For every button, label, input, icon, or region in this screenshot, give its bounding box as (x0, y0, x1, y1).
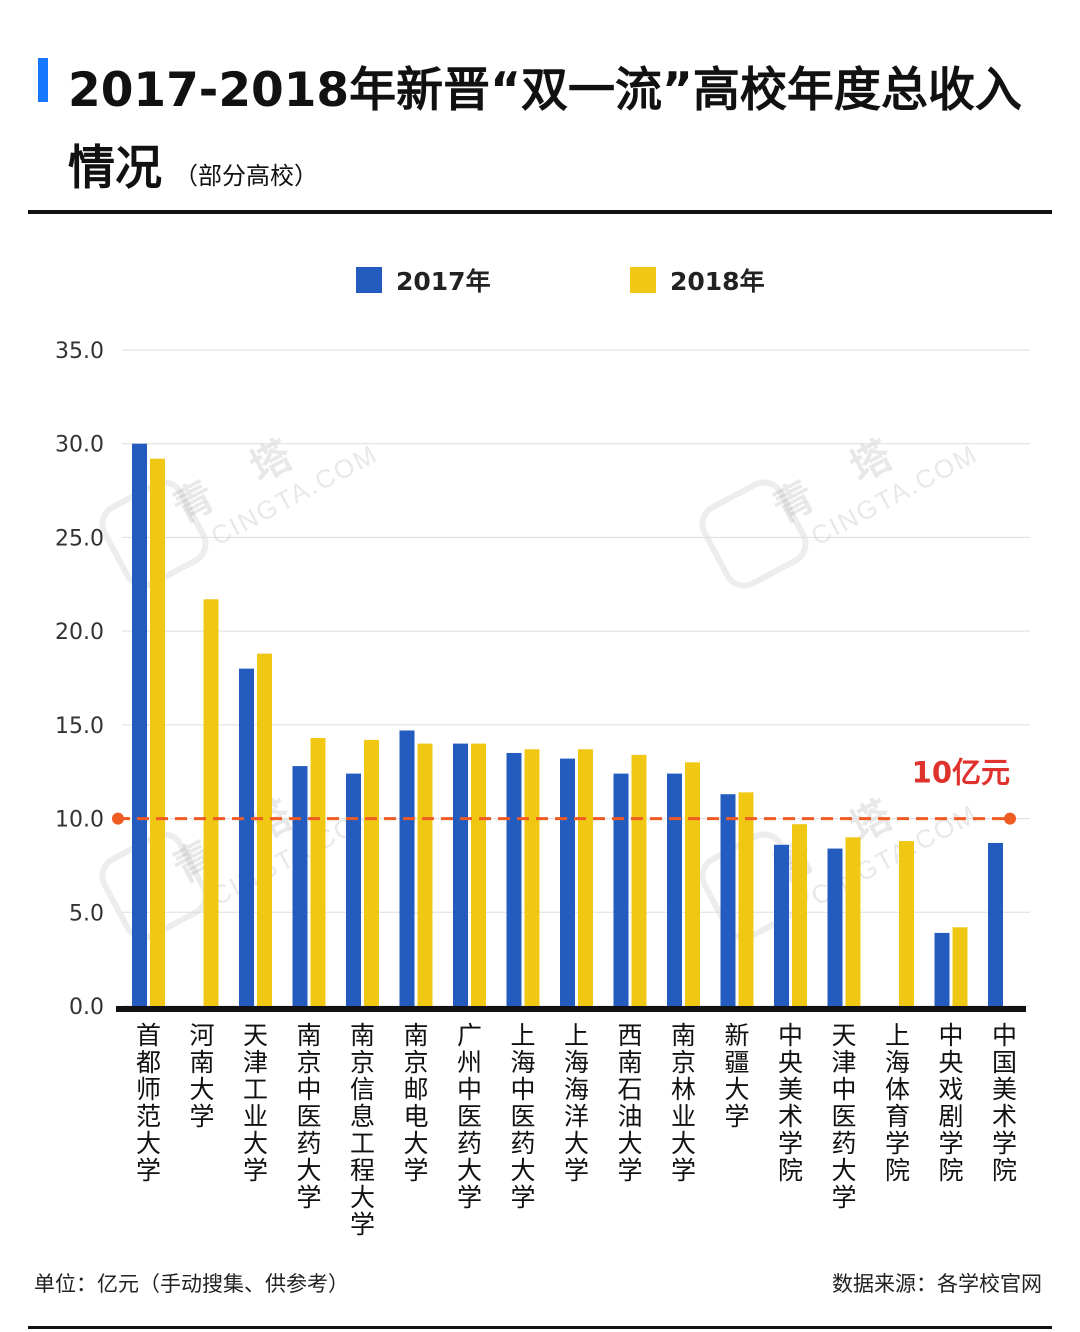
bar-2018 (203, 599, 219, 1006)
legend-label-2017: 2017年 (396, 267, 491, 296)
bar-chart: 0.0 5.0 10.0 15.0 20.0 25.0 30.0 35.0 首都师范大学 河南大学… (55, 339, 1030, 1239)
bar-2018 (899, 841, 914, 1006)
bar-2017 (613, 773, 629, 1006)
y-tick-label: 30.0 (55, 433, 104, 458)
legend-item-2017: 2017年 (356, 262, 491, 298)
y-tick-label: 15.0 (55, 714, 104, 739)
bar-2017 (560, 758, 575, 1006)
bar-2018 (364, 739, 379, 1006)
x-tick-label: 中央美术学院 (778, 1021, 803, 1185)
bar-2018 (578, 749, 593, 1006)
y-tick-label: 0.0 (69, 995, 104, 1020)
source-note: 数据来源：各学校官网 (832, 1272, 1042, 1296)
bar-2018 (845, 837, 861, 1006)
bar-2017 (399, 730, 415, 1006)
bar-2018 (685, 762, 700, 1006)
title-text: 2017-2018年新晋“双一流”高校年度总收入情况 (68, 63, 1022, 197)
reference-line-start-marker (112, 812, 124, 825)
bar-2018 (257, 653, 272, 1006)
bar-2018 (792, 824, 807, 1006)
legend-label-2018: 2018年 (670, 267, 765, 296)
x-tick-label: 南京信息工程大学 (350, 1021, 375, 1239)
title-accent-bar (38, 58, 48, 102)
reference-line-label: 10亿元 (912, 756, 1010, 790)
x-tick-label: 上海体育学院 (885, 1021, 910, 1185)
bar-2017 (774, 844, 789, 1006)
bar-2018 (524, 749, 540, 1006)
title-divider (28, 210, 1052, 214)
y-tick-label: 20.0 (55, 620, 104, 645)
x-tick-label: 上海海洋大学 (564, 1021, 589, 1185)
bar-2017 (132, 443, 147, 1006)
reference-line-end-marker (1004, 812, 1016, 825)
legend-item-2018: 2018年 (630, 262, 765, 298)
bar-2017 (988, 842, 1003, 1006)
x-tick-label: 西南石油大学 (617, 1021, 642, 1185)
bar-2017 (827, 848, 843, 1006)
x-tick-label: 南京林业大学 (671, 1021, 696, 1185)
bar-2018 (417, 743, 433, 1006)
x-tick-label: 上海中医药大学 (510, 1021, 535, 1212)
x-tick-label: 南京中医药大学 (296, 1021, 321, 1212)
bar-2017 (720, 794, 736, 1006)
x-tick-label: 天津工业大学 (243, 1021, 268, 1185)
bar-2017 (506, 752, 522, 1006)
bar-2017 (667, 773, 682, 1006)
legend-swatch-2017 (356, 267, 382, 293)
bar-2018 (738, 792, 754, 1006)
x-tick-label: 河南大学 (189, 1021, 214, 1131)
bar-2018 (952, 927, 968, 1006)
bar-2018 (150, 458, 165, 1006)
x-tick-label: 新疆大学 (724, 1021, 749, 1131)
bar-2017 (239, 668, 254, 1006)
x-axis-line (116, 1006, 1026, 1012)
x-tick-label: 中国美术学院 (992, 1021, 1017, 1185)
title-subtitle: （部分高校） (174, 162, 318, 191)
bar-2018 (310, 737, 326, 1006)
bar-2017 (453, 743, 468, 1006)
bar-2017 (346, 773, 361, 1006)
bar-2018 (471, 743, 486, 1006)
bar-2017 (934, 932, 950, 1006)
x-tick-label: 天津中医药大学 (831, 1021, 856, 1212)
y-tick-label: 5.0 (69, 901, 104, 926)
y-tick-label: 35.0 (55, 339, 104, 364)
x-tick-label: 中央戏剧学院 (938, 1021, 963, 1185)
y-tick-label: 10.0 (55, 808, 104, 833)
chart-legend: 2017年 2018年 (0, 262, 1080, 302)
bottom-divider (28, 1326, 1052, 1329)
y-tick-label: 25.0 (55, 526, 104, 551)
page-title: 2017-2018年新晋“双一流”高校年度总收入情况 （部分高校） (68, 52, 1058, 208)
x-tick-label: 首都师范大学 (136, 1021, 161, 1185)
unit-note: 单位：亿元（手动搜集、供参考） (34, 1272, 349, 1296)
bar-2018 (631, 754, 647, 1006)
x-tick-label: 南京邮电大学 (403, 1021, 428, 1185)
bar-2017 (292, 766, 308, 1006)
legend-swatch-2018 (630, 267, 656, 293)
x-tick-label: 广州中医药大学 (457, 1021, 482, 1212)
